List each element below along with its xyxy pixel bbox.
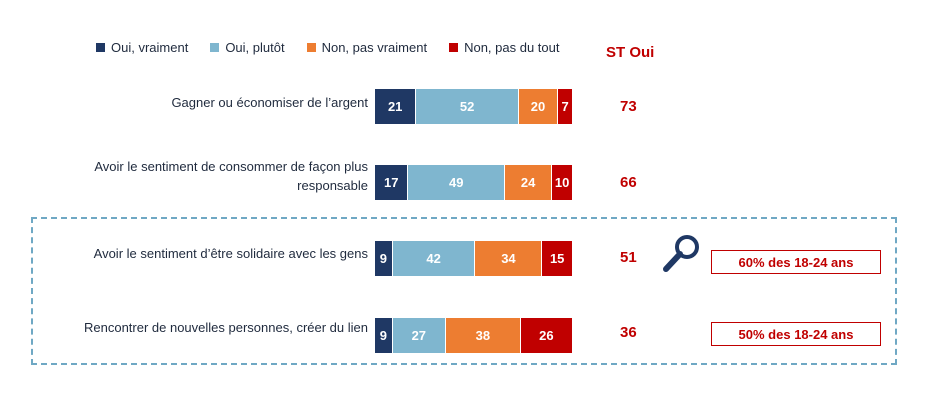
bar-segment: 34: [475, 241, 543, 276]
segment-value-label: 24: [520, 175, 536, 190]
bar-segment: 20: [518, 89, 559, 124]
row-label: Rencontrer de nouvelles personnes, créer…: [84, 318, 368, 337]
legend: Oui, vraiment Oui, plutôt Non, pas vraim…: [96, 40, 559, 55]
bar-segment: 26: [520, 318, 572, 353]
stacked-bar: 17 49 24 10: [375, 165, 572, 200]
bar-segment: 17: [375, 165, 409, 200]
age-note: 60% des 18-24 ans: [711, 250, 881, 274]
segment-value-label: 26: [539, 328, 554, 343]
magnifier-icon: [663, 235, 699, 272]
row-label-line: Avoir le sentiment de consommer de façon…: [94, 159, 368, 174]
segment-value-label: 21: [387, 99, 403, 114]
row-label: Gagner ou économiser de l’argent: [171, 93, 368, 112]
total-value: 66: [620, 174, 637, 191]
bar-segment: 10: [552, 165, 572, 200]
row-label-line: responsable: [297, 178, 368, 193]
bar-segment: 42: [392, 241, 476, 276]
row-label: Avoir le sentiment d’être solidaire avec…: [94, 244, 368, 263]
legend-label: Oui, plutôt: [225, 40, 285, 55]
segment-value-label: 20: [530, 99, 546, 114]
segment-value-label: 27: [411, 328, 427, 343]
legend-swatch: [306, 43, 316, 52]
total-value: 36: [620, 324, 637, 341]
legend-swatch: [449, 43, 459, 52]
segment-value-label: 9: [379, 328, 387, 343]
legend-swatch: [96, 43, 105, 52]
segment-value-label: 38: [475, 328, 491, 343]
total-value: 73: [620, 98, 637, 115]
segment-value-label: 10: [554, 175, 570, 190]
row-label-line: Rencontrer de nouvelles personnes, créer…: [83, 320, 368, 335]
legend-label: Non, pas vraiment: [321, 40, 428, 55]
bar-segment: 27: [392, 318, 446, 353]
bar-segment: 49: [408, 165, 505, 200]
segment-value-label: 42: [426, 251, 441, 266]
total-column-header: ST Oui: [606, 44, 655, 61]
row-label-line: Avoir le sentiment d’être solidaire avec…: [93, 246, 368, 261]
legend-swatch: [210, 43, 220, 52]
segment-value-label: 9: [379, 251, 387, 266]
legend-item: Oui, vraiment: [96, 40, 188, 55]
legend-item: Non, pas du tout: [449, 40, 559, 55]
segment-value-label: 15: [549, 251, 565, 266]
segment-value-label: 49: [449, 175, 464, 190]
bar-segment: 52: [416, 89, 519, 124]
stacked-bar: 21 52 20 7: [375, 89, 572, 124]
segment-value-label: 34: [501, 251, 516, 266]
stacked-bar: 9 27 38 26: [375, 318, 572, 353]
legend-label: Oui, vraiment: [111, 40, 189, 55]
highlight-frame: [31, 217, 897, 365]
bar-segment: 9: [375, 241, 393, 276]
bar-segment: 7: [558, 89, 572, 124]
total-value: 51: [620, 249, 637, 266]
bar-segment: 24: [505, 165, 553, 200]
segment-value-label: 17: [384, 175, 399, 190]
bar-segment: 21: [375, 89, 417, 124]
row-label-line: Gagner ou économiser de l’argent: [171, 95, 368, 110]
segment-value-label: 52: [459, 99, 475, 114]
legend-label: Non, pas du tout: [464, 40, 560, 55]
stacked-bar: 9 42 34 15: [375, 241, 572, 276]
legend-item: Oui, plutôt: [210, 40, 285, 55]
bar-segment: 9: [375, 318, 393, 353]
age-note: 50% des 18-24 ans: [711, 322, 881, 346]
segment-value-label: 7: [561, 99, 569, 114]
bar-segment: 15: [542, 241, 572, 276]
row-label: Avoir le sentiment de consommer de façon…: [94, 157, 368, 195]
legend-item: Non, pas vraiment: [306, 40, 428, 55]
bar-segment: 38: [445, 318, 521, 353]
